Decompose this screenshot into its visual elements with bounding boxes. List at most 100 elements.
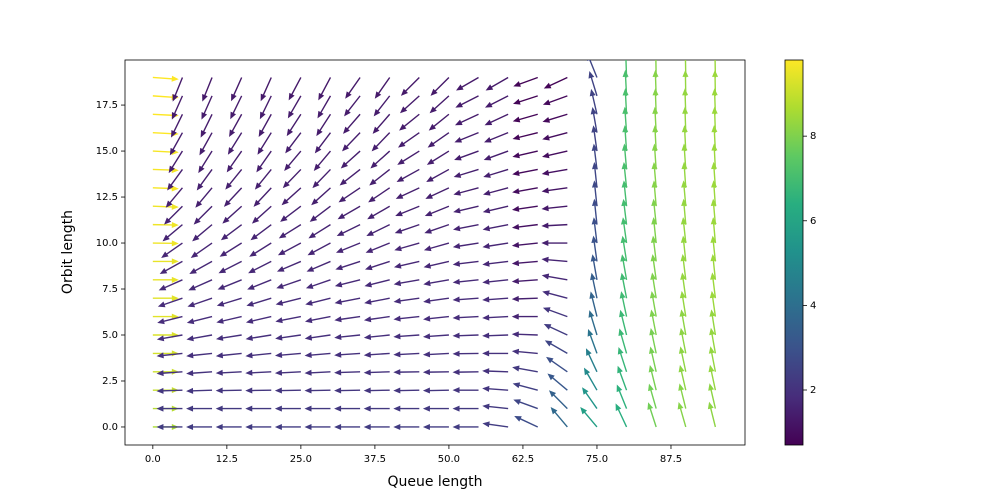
arrow (485, 76, 509, 91)
arrow (186, 334, 213, 342)
arrow (304, 334, 331, 341)
arrow (482, 385, 509, 392)
arrow (258, 113, 272, 138)
arrow (309, 205, 331, 222)
arrow (396, 168, 420, 183)
arrow (616, 384, 628, 409)
arrow (591, 125, 598, 152)
arrow (172, 77, 184, 102)
arrow (590, 107, 598, 133)
arrow (399, 113, 420, 131)
arrow (363, 387, 390, 394)
arrow (430, 76, 450, 96)
arrow (220, 224, 243, 241)
arrow (374, 77, 391, 99)
arrow (542, 131, 568, 141)
arrow (511, 295, 538, 302)
arrow (304, 423, 331, 430)
arrow (335, 242, 361, 253)
arrow (422, 405, 449, 412)
x-tick-label: 87.5 (660, 454, 682, 465)
arrow (678, 383, 687, 409)
arrow (256, 150, 272, 173)
arrow (215, 405, 242, 412)
arrow (423, 315, 449, 322)
arrow (422, 351, 449, 358)
arrow (620, 235, 628, 262)
arrow (655, 60, 657, 78)
arrow (512, 382, 538, 391)
x-tick-label: 12.5 (216, 454, 238, 465)
arrow (393, 279, 420, 287)
arrow (304, 352, 331, 359)
arrow (223, 187, 243, 207)
arrow (274, 369, 301, 376)
arrow (186, 352, 213, 359)
arrow (216, 297, 242, 307)
arrow (546, 356, 568, 373)
arrow (709, 290, 717, 317)
arrow (186, 405, 213, 412)
arrow (304, 315, 331, 324)
arrow (229, 113, 243, 138)
arrow (711, 106, 718, 133)
arrow (393, 297, 420, 304)
arrow (650, 254, 657, 280)
arrow (452, 314, 479, 321)
arrow (152, 258, 179, 265)
arrow (342, 132, 361, 152)
arrow (513, 95, 538, 105)
arrow (625, 60, 628, 78)
y-tick-label: 12.5 (96, 192, 118, 203)
arrow (277, 242, 302, 256)
arrow (218, 260, 242, 274)
arrow (275, 315, 302, 324)
arrow (591, 235, 598, 262)
arrow (284, 150, 302, 171)
arrow (168, 150, 184, 174)
arrow (712, 69, 719, 96)
arrow (393, 369, 420, 376)
arrow (215, 352, 242, 359)
arrow (335, 260, 361, 271)
arrow (708, 383, 717, 409)
arrow (152, 240, 179, 247)
arrow (316, 113, 332, 137)
arrow (198, 150, 213, 174)
arrow (483, 187, 509, 196)
arrow (511, 278, 538, 285)
arrow (152, 332, 179, 338)
x-axis-label: Queue length (387, 474, 482, 490)
x-tick-label: 50.0 (438, 454, 460, 465)
arrow (334, 351, 361, 358)
colorbar-tick-label: 6 (810, 216, 816, 227)
arrow (257, 132, 272, 155)
x-tick-label: 62.5 (512, 454, 534, 465)
y-tick-label: 15.0 (96, 146, 118, 157)
arrow (682, 106, 689, 133)
arrow (512, 113, 538, 123)
arrow (311, 187, 331, 206)
arrow (590, 272, 598, 299)
arrow (152, 149, 179, 156)
arrow (453, 187, 479, 196)
arrow (190, 242, 213, 258)
arrow (453, 205, 479, 214)
arrow (684, 60, 687, 78)
arrow (169, 132, 184, 156)
arrow (363, 334, 390, 340)
arrow (544, 340, 568, 355)
y-tick-label: 2.5 (102, 376, 118, 387)
arrow (274, 387, 301, 394)
arrow (428, 113, 450, 131)
arrow (708, 364, 717, 391)
arrow (709, 327, 717, 354)
arrow (363, 369, 390, 376)
quiver (152, 60, 719, 430)
arrow (334, 334, 361, 340)
y-tick-label: 10.0 (96, 238, 118, 249)
arrow (514, 415, 539, 428)
arrow (423, 242, 450, 252)
arrow (157, 297, 183, 308)
arrow (281, 187, 302, 206)
